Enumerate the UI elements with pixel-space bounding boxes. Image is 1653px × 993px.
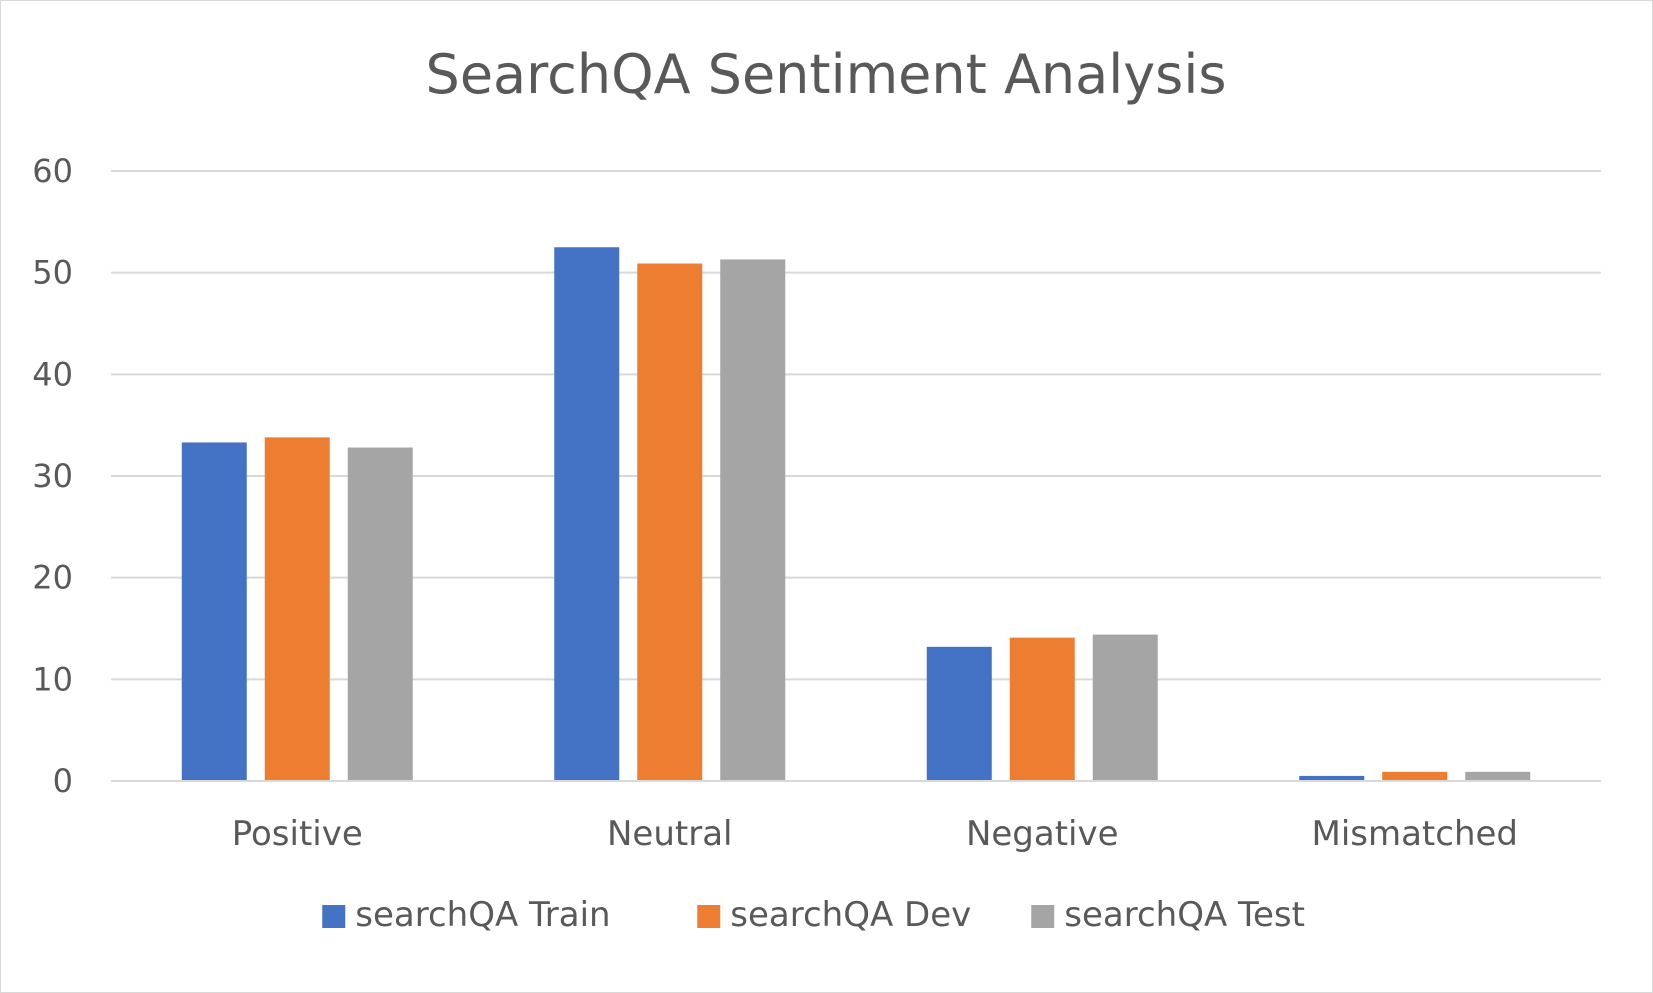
- bar: [1009, 637, 1075, 781]
- bars: [181, 247, 1531, 781]
- x-category-label: Mismatched: [1311, 814, 1518, 854]
- y-tick-label: 40: [32, 355, 73, 393]
- legend-label: searchQA Dev: [730, 895, 971, 935]
- y-axis-ticks: 0 10 20 30 40 50 60: [32, 152, 73, 800]
- bar: [1299, 775, 1365, 781]
- bar: [720, 259, 786, 781]
- legend-label: searchQA Test: [1064, 895, 1305, 935]
- gridlines: [111, 170, 1601, 681]
- bar: [1465, 771, 1531, 781]
- y-tick-label: 10: [32, 660, 73, 698]
- x-axis: Positive Neutral Negative Mismatched: [111, 780, 1601, 854]
- bar: [264, 437, 330, 781]
- legend: searchQA Train searchQA Dev searchQA Test: [322, 895, 1305, 935]
- y-tick-label: 20: [32, 559, 73, 597]
- bar: [637, 263, 703, 781]
- y-tick-label: 30: [32, 457, 73, 495]
- bar: [181, 442, 247, 781]
- x-category-label: Neutral: [607, 814, 733, 854]
- bar: [347, 447, 413, 781]
- legend-swatch: [1031, 905, 1055, 928]
- legend-swatch: [697, 905, 721, 928]
- chart-title: SearchQA Sentiment Analysis: [426, 43, 1227, 106]
- legend-swatch: [322, 905, 346, 928]
- bar: [554, 247, 620, 781]
- y-tick-label: 50: [32, 254, 73, 292]
- y-tick-label: 0: [53, 762, 73, 800]
- bar: [1382, 771, 1448, 781]
- legend-label: searchQA Train: [355, 895, 610, 935]
- y-tick-label: 60: [32, 152, 73, 190]
- x-category-label: Positive: [232, 814, 363, 854]
- x-category-label: Negative: [966, 814, 1119, 854]
- bar: [1092, 634, 1158, 781]
- bar: [926, 646, 992, 781]
